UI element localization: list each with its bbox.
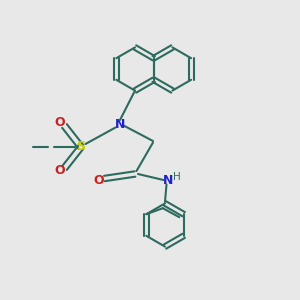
Text: N: N [115,118,125,131]
Text: O: O [55,116,65,130]
Text: S: S [76,140,85,154]
Text: O: O [94,173,104,187]
Text: N: N [163,173,173,187]
Text: H: H [173,172,181,182]
Text: O: O [55,164,65,178]
